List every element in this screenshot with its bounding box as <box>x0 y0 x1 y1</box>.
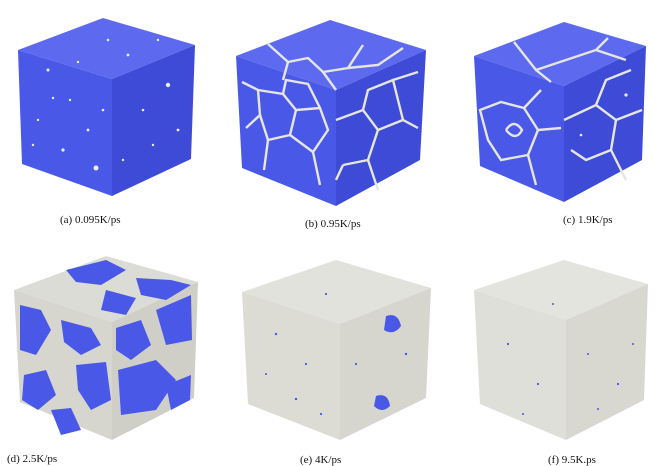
caption-c: (c) 1.9K/ps <box>563 214 613 226</box>
cube-e <box>242 260 431 440</box>
caption-e: (e) 4K/ps <box>300 454 342 466</box>
cube-a <box>18 18 195 196</box>
caption-b: (b) 0.95K/ps <box>305 218 361 230</box>
cube-c <box>474 22 646 202</box>
cube-b <box>236 20 426 206</box>
caption-a: (a) 0.095K/ps <box>60 214 121 226</box>
cube-f <box>474 260 648 440</box>
caption-d: (d) 2.5K/ps <box>7 453 58 465</box>
caption-f: (f) 9.5K.ps <box>548 454 596 466</box>
cube-d <box>14 256 198 440</box>
